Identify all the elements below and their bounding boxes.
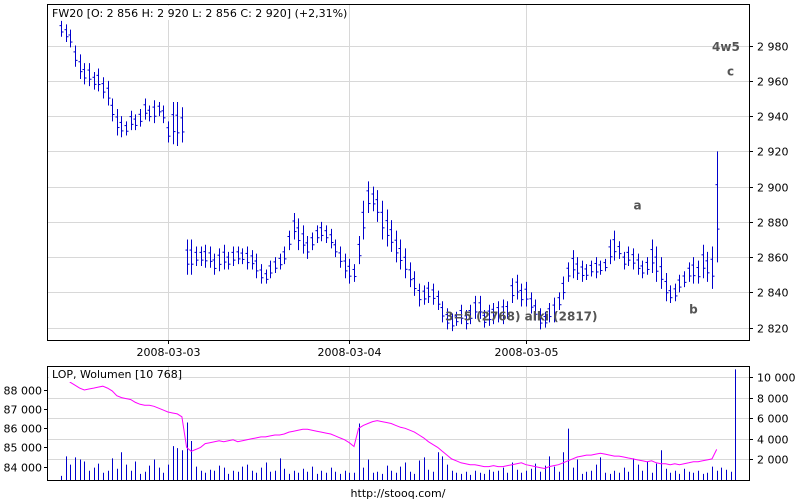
- volume-y-axis: 2 000 4 000 6 000 8 000 10 000: [749, 372, 796, 467]
- price-tick-label: 2 960: [757, 76, 789, 89]
- annotation-label-b: b: [689, 303, 698, 317]
- price-tick-label: 2 900: [757, 182, 789, 195]
- price-bars: [59, 20, 720, 332]
- price-tick-label: 2 860: [757, 252, 789, 265]
- volume-title-bg: [49, 368, 167, 382]
- volume-tick-label: 6 000: [757, 413, 789, 426]
- price-grid: [48, 5, 749, 340]
- time-axis: 2008-03-03 2008-03-04 2008-03-05: [137, 340, 559, 359]
- price-tick-label: 2 880: [757, 217, 789, 230]
- price-title-bg: [49, 6, 317, 20]
- footer-url: http://stooq.com/: [351, 487, 446, 500]
- annotation-label-4w5: 4w5: [712, 40, 740, 54]
- lop-tick-label: 87 000: [4, 404, 43, 417]
- date-tick-label: 2008-03-05: [495, 346, 559, 359]
- lop-tick-label: 88 000: [4, 385, 43, 398]
- lop-series-line: [60, 376, 718, 470]
- lop-y-axis: 84 000 85 000 86 000 87 000 88 000: [4, 385, 48, 475]
- annotation-label-35: 3=5 (2768) alki (2817): [445, 310, 597, 324]
- price-tick-label: 2 920: [757, 146, 789, 159]
- date-tick-label: 2008-03-03: [137, 346, 201, 359]
- price-tick-label: 2 840: [757, 287, 789, 300]
- volume-panel-frame: [47, 366, 750, 481]
- volume-tick-label: 8 000: [757, 393, 789, 406]
- volume-tick-label: 10 000: [757, 372, 796, 385]
- price-tick-label: 2 940: [757, 111, 789, 124]
- price-tick-label: 2 980: [757, 41, 789, 54]
- price-panel-frame: [47, 4, 750, 341]
- price-tick-label: 2 820: [757, 323, 789, 336]
- volume-tick-label: 4 000: [757, 434, 789, 447]
- lop-tick-label: 84 000: [4, 462, 43, 475]
- volume-panel-title: LOP, Wolumen [10 768]: [52, 368, 182, 381]
- volume-tick-label: 2 000: [757, 454, 789, 467]
- date-tick-label: 2008-03-04: [318, 346, 382, 359]
- wave-annotations: 4w5 c a b 3=5 (2768) alki (2817): [445, 40, 740, 324]
- volume-bars: [61, 369, 736, 480]
- lop-tick-label: 86 000: [4, 423, 43, 436]
- price-panel-title: FW20 [O: 2 856 H: 2 920 L: 2 856 C: 2 92…: [52, 7, 347, 20]
- price-y-axis: 2 820 2 840 2 860 2 880 2 900 2 920 2 940 2 960…: [749, 41, 789, 336]
- annotation-label-a: a: [634, 199, 642, 213]
- annotation-label-c: c: [727, 65, 734, 79]
- lop-tick-label: 85 000: [4, 442, 43, 455]
